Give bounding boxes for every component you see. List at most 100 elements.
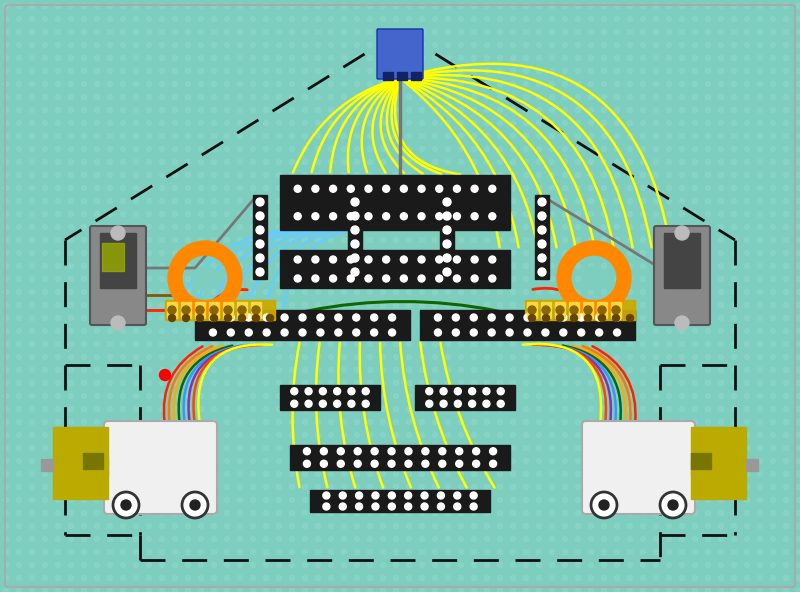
Circle shape (693, 420, 698, 424)
Circle shape (627, 407, 633, 411)
Circle shape (347, 256, 354, 263)
Circle shape (146, 471, 151, 477)
Circle shape (731, 172, 737, 178)
Circle shape (315, 458, 321, 464)
Circle shape (446, 43, 450, 47)
Circle shape (550, 303, 554, 307)
Circle shape (706, 289, 710, 294)
Circle shape (17, 316, 22, 320)
Circle shape (745, 433, 750, 437)
Circle shape (277, 250, 282, 256)
Circle shape (523, 394, 529, 398)
Circle shape (436, 275, 442, 282)
Circle shape (329, 69, 334, 73)
Circle shape (30, 250, 34, 256)
Circle shape (238, 224, 242, 230)
Circle shape (121, 523, 126, 529)
Circle shape (446, 588, 450, 592)
Circle shape (797, 394, 800, 398)
Circle shape (523, 198, 529, 204)
Circle shape (342, 407, 346, 411)
Circle shape (186, 250, 190, 256)
Circle shape (42, 43, 47, 47)
Circle shape (627, 17, 633, 21)
Circle shape (602, 484, 606, 490)
Circle shape (263, 329, 270, 336)
Circle shape (473, 448, 480, 455)
Circle shape (186, 121, 190, 126)
Circle shape (3, 355, 9, 359)
Circle shape (367, 303, 373, 307)
Circle shape (394, 4, 398, 8)
Circle shape (406, 121, 411, 126)
Circle shape (30, 355, 34, 359)
Circle shape (731, 263, 737, 269)
Circle shape (498, 471, 502, 477)
Circle shape (446, 329, 450, 333)
Circle shape (570, 306, 578, 314)
Circle shape (211, 471, 217, 477)
Circle shape (82, 95, 86, 99)
Circle shape (3, 211, 9, 217)
Circle shape (731, 316, 737, 320)
Circle shape (30, 407, 34, 411)
Circle shape (523, 536, 529, 542)
Circle shape (82, 368, 86, 372)
Circle shape (134, 289, 138, 294)
Circle shape (770, 484, 775, 490)
Circle shape (718, 17, 723, 21)
Circle shape (458, 316, 463, 320)
Circle shape (614, 43, 619, 47)
Circle shape (706, 108, 710, 112)
Circle shape (107, 446, 113, 451)
Circle shape (666, 510, 671, 516)
Circle shape (433, 276, 438, 282)
Circle shape (198, 484, 203, 490)
Circle shape (238, 250, 242, 256)
Circle shape (510, 82, 515, 86)
Circle shape (186, 4, 190, 8)
Circle shape (745, 134, 750, 139)
Circle shape (159, 250, 165, 256)
Circle shape (562, 368, 567, 372)
Circle shape (315, 263, 321, 269)
Circle shape (406, 172, 411, 178)
Circle shape (471, 433, 477, 437)
Circle shape (69, 17, 74, 21)
Circle shape (381, 43, 386, 47)
Circle shape (367, 276, 373, 282)
Circle shape (211, 82, 217, 86)
Circle shape (562, 69, 567, 73)
Circle shape (679, 420, 685, 424)
Circle shape (256, 268, 264, 276)
Circle shape (382, 275, 390, 282)
Circle shape (69, 237, 74, 243)
Circle shape (198, 471, 203, 477)
Circle shape (30, 497, 34, 503)
Circle shape (783, 250, 789, 256)
Circle shape (498, 121, 502, 126)
Circle shape (121, 484, 126, 490)
Circle shape (113, 492, 139, 518)
Circle shape (679, 342, 685, 346)
Circle shape (146, 211, 151, 217)
Circle shape (381, 549, 386, 555)
Circle shape (82, 121, 86, 126)
Circle shape (290, 211, 294, 217)
Circle shape (510, 172, 515, 178)
Circle shape (641, 17, 646, 21)
Circle shape (641, 276, 646, 282)
Circle shape (3, 433, 9, 437)
Circle shape (641, 224, 646, 230)
Circle shape (405, 492, 412, 499)
Circle shape (706, 497, 710, 503)
Circle shape (263, 433, 269, 437)
Circle shape (42, 523, 47, 529)
Circle shape (718, 329, 723, 333)
Circle shape (718, 355, 723, 359)
Circle shape (3, 523, 9, 529)
Circle shape (745, 4, 750, 8)
Circle shape (17, 407, 22, 411)
Circle shape (302, 433, 307, 437)
Circle shape (433, 355, 438, 359)
